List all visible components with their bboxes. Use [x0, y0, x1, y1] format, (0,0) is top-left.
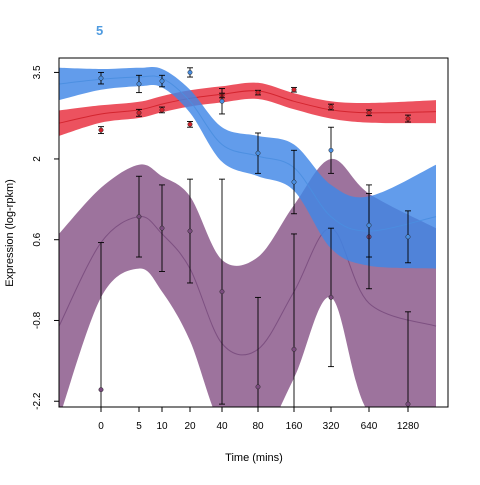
x-tick-label: 320 — [323, 421, 340, 432]
series-purple-point — [187, 228, 193, 234]
series-red-point — [136, 110, 142, 116]
series-purple-point — [136, 214, 142, 220]
series-red-band — [59, 82, 436, 136]
series-red-point — [366, 110, 372, 116]
y-tick-label: 3.5 — [32, 65, 43, 79]
x-tick-label: 640 — [361, 421, 378, 432]
series-purple-point — [98, 387, 104, 393]
x-tick-label: 5 — [136, 421, 142, 432]
x-tick-label: 10 — [156, 421, 168, 432]
series-red-point — [405, 116, 411, 122]
series-red-point — [328, 104, 334, 110]
y-tick-label: -2.2 — [32, 392, 43, 410]
series-blue-point — [328, 147, 334, 153]
series-blue-fit-line — [59, 75, 437, 232]
series-blue-point — [366, 222, 372, 228]
series-blue-point — [136, 81, 142, 87]
series-red-point — [159, 107, 165, 113]
series-blue-point — [159, 78, 165, 84]
series-blue-point — [291, 179, 297, 185]
series-purple-point — [255, 384, 261, 390]
series-blue-band — [59, 66, 436, 269]
plot-frame — [58, 57, 449, 408]
series-purple-point — [159, 225, 165, 231]
series-red-point — [255, 90, 261, 96]
panel-label: 5 — [96, 23, 103, 38]
y-tick-label: -0.8 — [32, 311, 43, 329]
series-blue-point — [98, 75, 104, 81]
y-axis-title: Expression (log-rpkm) — [4, 179, 16, 287]
x-tick-label: 40 — [216, 421, 228, 432]
series-purple-point — [219, 289, 225, 295]
series-blue-point — [255, 150, 261, 156]
y-tick-label: 0.6 — [32, 232, 43, 246]
x-tick-label: 160 — [286, 421, 303, 432]
x-tick-label: 1280 — [397, 421, 420, 432]
series-blue-point — [219, 98, 225, 104]
series-red-point — [187, 121, 193, 127]
x-tick-label: 20 — [184, 421, 196, 432]
series-blue-point — [405, 234, 411, 240]
x-axis-title: Time (mins) — [225, 452, 283, 464]
plot-area — [59, 66, 437, 407]
series-red-point — [98, 127, 104, 133]
series-purple-point — [328, 294, 334, 300]
series-red-point — [291, 87, 297, 93]
series-purple-point — [291, 346, 297, 352]
x-tick-label: 0 — [98, 421, 104, 432]
series-blue-point — [187, 69, 193, 75]
y-tick-label: 2 — [32, 156, 43, 162]
x-tick-label: 80 — [252, 421, 264, 432]
series-purple-point — [405, 401, 411, 407]
